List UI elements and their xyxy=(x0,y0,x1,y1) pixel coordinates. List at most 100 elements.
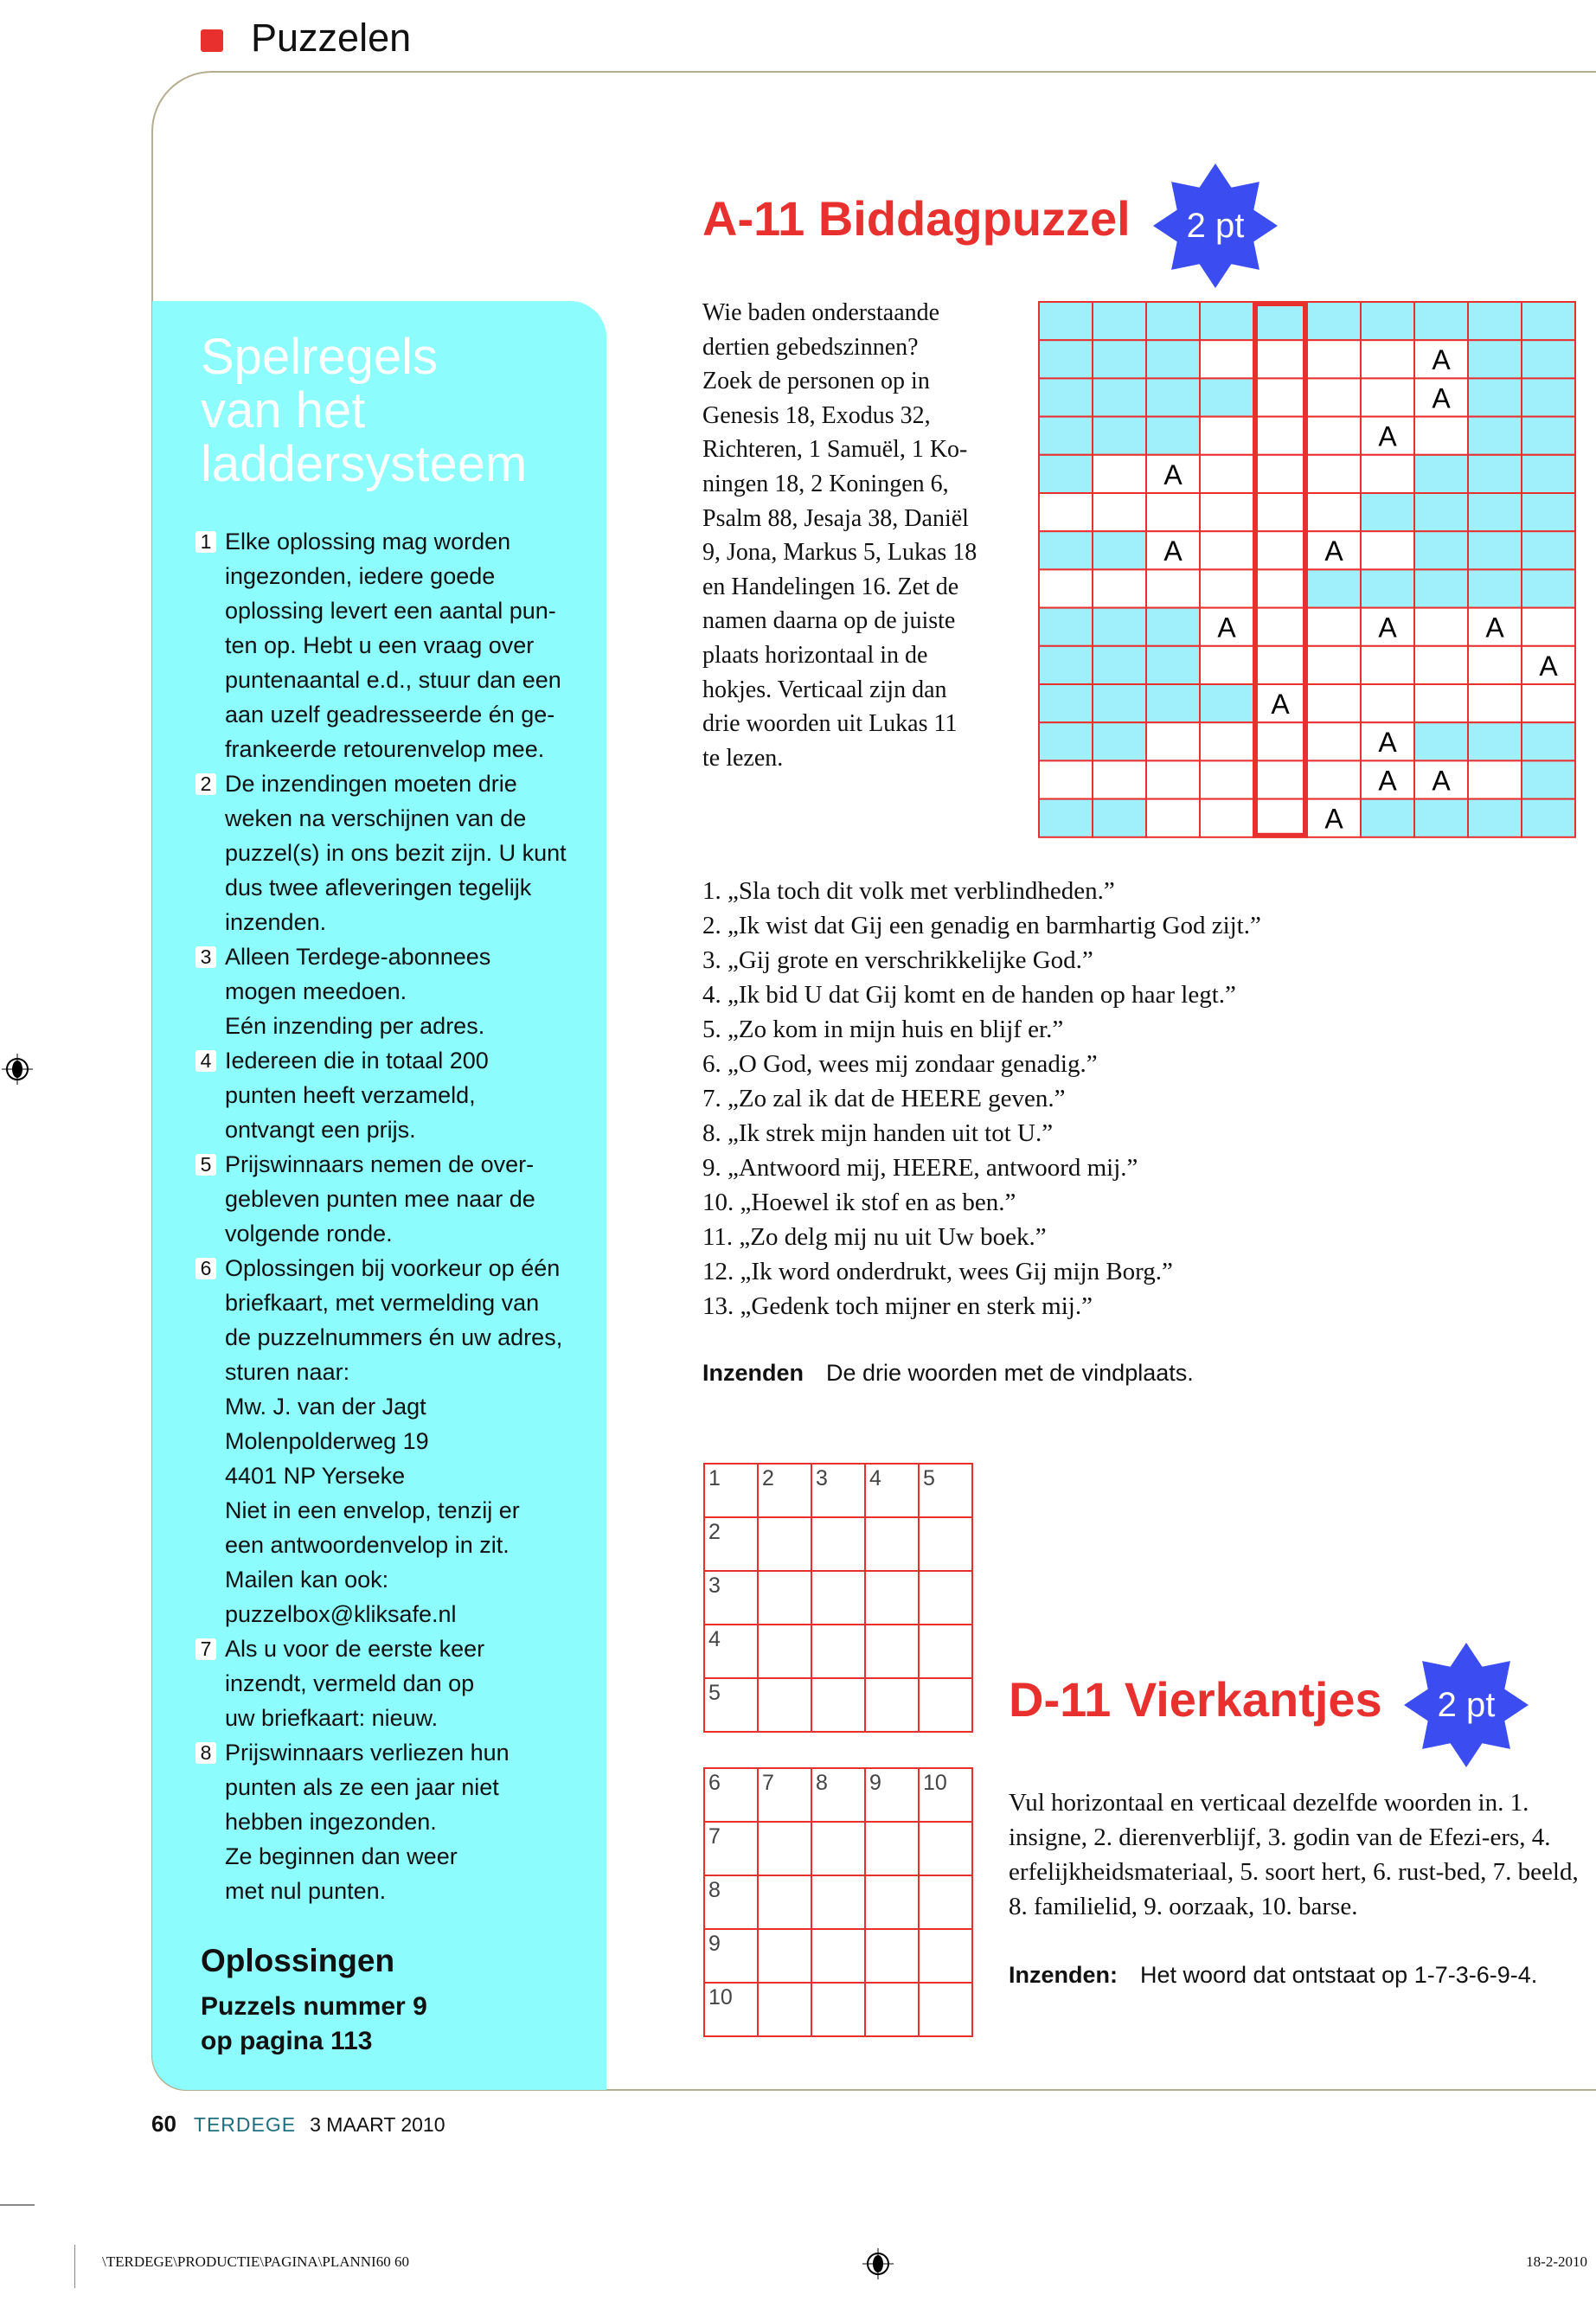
grid-cell[interactable] xyxy=(1360,492,1415,533)
grid-cell[interactable] xyxy=(811,1677,866,1733)
grid-cell[interactable] xyxy=(1413,415,1469,456)
grid-cell[interactable]: 7 xyxy=(703,1821,759,1876)
grid-cell[interactable] xyxy=(1145,377,1201,418)
grid-cell[interactable]: 10 xyxy=(918,1767,973,1823)
grid-cell[interactable] xyxy=(811,1624,866,1679)
grid-cell[interactable] xyxy=(1521,606,1576,647)
grid-cell[interactable] xyxy=(1253,415,1308,456)
square-grid-2[interactable]: 6 7 8 9 10 7 8 9 10 xyxy=(703,1767,973,2037)
grid-cell[interactable] xyxy=(1413,568,1469,609)
grid-cell[interactable] xyxy=(1467,453,1522,495)
grid-cell[interactable] xyxy=(864,1875,920,1930)
grid-cell[interactable] xyxy=(918,1821,973,1876)
grid-cell[interactable] xyxy=(1360,415,1415,456)
grid-cell[interactable]: 10 xyxy=(703,1982,759,2037)
grid-cell[interactable] xyxy=(1253,644,1308,685)
grid-cell[interactable] xyxy=(1199,339,1254,380)
grid-cell[interactable] xyxy=(1092,415,1147,456)
grid-cell[interactable] xyxy=(1413,301,1469,342)
grid-cell[interactable] xyxy=(1306,568,1362,609)
grid-cell[interactable] xyxy=(757,1875,812,1930)
grid-cell[interactable] xyxy=(1253,760,1308,800)
grid-cell[interactable] xyxy=(1092,568,1147,609)
grid-cell[interactable] xyxy=(1467,760,1522,800)
grid-cell[interactable] xyxy=(1145,415,1201,456)
grid-cell[interactable] xyxy=(1145,644,1201,685)
grid-cell[interactable] xyxy=(811,1875,866,1930)
grid-cell[interactable] xyxy=(1413,644,1469,685)
grid-cell[interactable] xyxy=(1038,798,1093,838)
grid-cell[interactable] xyxy=(1521,492,1576,533)
grid-cell[interactable] xyxy=(1253,301,1308,342)
grid-cell[interactable] xyxy=(1092,606,1147,647)
grid-cell[interactable] xyxy=(1199,721,1254,762)
grid-cell[interactable] xyxy=(1038,415,1093,456)
grid-cell[interactable] xyxy=(1306,760,1362,800)
grid-cell[interactable] xyxy=(1306,492,1362,533)
grid-cell[interactable] xyxy=(1521,721,1576,762)
grid-cell[interactable] xyxy=(811,1570,866,1625)
grid-cell[interactable] xyxy=(1521,568,1576,609)
grid-cell[interactable]: 2 xyxy=(703,1516,759,1572)
grid-cell[interactable] xyxy=(864,1928,920,1984)
grid-cell[interactable] xyxy=(1199,415,1254,456)
grid-cell[interactable] xyxy=(1521,415,1576,456)
grid-cell[interactable] xyxy=(918,1928,973,1984)
grid-cell[interactable] xyxy=(1038,301,1093,342)
grid-cell[interactable] xyxy=(918,1677,973,1733)
grid-cell[interactable] xyxy=(1145,530,1201,571)
grid-cell[interactable] xyxy=(1092,798,1147,838)
grid-cell[interactable] xyxy=(1521,644,1576,685)
grid-cell[interactable] xyxy=(1092,530,1147,571)
grid-cell[interactable] xyxy=(1521,683,1576,724)
grid-cell[interactable] xyxy=(1467,530,1522,571)
grid-cell[interactable] xyxy=(1467,377,1522,418)
grid-cell[interactable] xyxy=(1199,453,1254,495)
grid-cell[interactable] xyxy=(1413,492,1469,533)
grid-cell[interactable] xyxy=(1360,339,1415,380)
grid-cell[interactable] xyxy=(1467,798,1522,838)
grid-cell[interactable] xyxy=(1199,492,1254,533)
grid-cell[interactable] xyxy=(1467,644,1522,685)
grid-cell[interactable] xyxy=(811,1516,866,1572)
grid-cell[interactable] xyxy=(1521,339,1576,380)
grid-cell[interactable] xyxy=(864,1982,920,2037)
grid-cell[interactable] xyxy=(757,1516,812,1572)
grid-cell[interactable]: 8 xyxy=(703,1875,759,1930)
grid-cell[interactable] xyxy=(1092,377,1147,418)
grid-cell[interactable] xyxy=(1199,301,1254,342)
grid-cell[interactable] xyxy=(864,1821,920,1876)
grid-cell[interactable] xyxy=(1360,377,1415,418)
grid-cell[interactable] xyxy=(1038,644,1093,685)
grid-cell[interactable] xyxy=(1413,683,1469,724)
grid-cell[interactable] xyxy=(1092,453,1147,495)
grid-cell[interactable] xyxy=(864,1516,920,1572)
grid-cell[interactable] xyxy=(1413,721,1469,762)
grid-cell[interactable] xyxy=(757,1624,812,1679)
grid-cell[interactable]: 3 xyxy=(811,1463,866,1518)
grid-cell[interactable] xyxy=(1467,339,1522,380)
grid-cell[interactable] xyxy=(1306,301,1362,342)
grid-cell[interactable]: 9 xyxy=(703,1928,759,1984)
grid-cell[interactable] xyxy=(1199,644,1254,685)
grid-cell[interactable] xyxy=(1306,644,1362,685)
grid-cell[interactable] xyxy=(1360,301,1415,342)
grid-cell[interactable] xyxy=(1360,798,1415,838)
grid-cell[interactable]: 1 xyxy=(703,1463,759,1518)
grid-cell[interactable] xyxy=(811,1821,866,1876)
grid-cell[interactable] xyxy=(918,1516,973,1572)
grid-cell[interactable] xyxy=(1253,606,1308,647)
grid-cell[interactable] xyxy=(757,1570,812,1625)
grid-cell[interactable] xyxy=(1199,683,1254,724)
grid-cell[interactable] xyxy=(1145,568,1201,609)
grid-cell[interactable]: 4 xyxy=(703,1624,759,1679)
grid-cell[interactable] xyxy=(1199,530,1254,571)
grid-cell[interactable] xyxy=(1038,760,1093,800)
grid-cell[interactable] xyxy=(1467,683,1522,724)
grid-cell[interactable] xyxy=(1145,301,1201,342)
grid-cell[interactable] xyxy=(1467,721,1522,762)
grid-cell[interactable] xyxy=(1413,530,1469,571)
grid-cell[interactable] xyxy=(1413,606,1469,647)
